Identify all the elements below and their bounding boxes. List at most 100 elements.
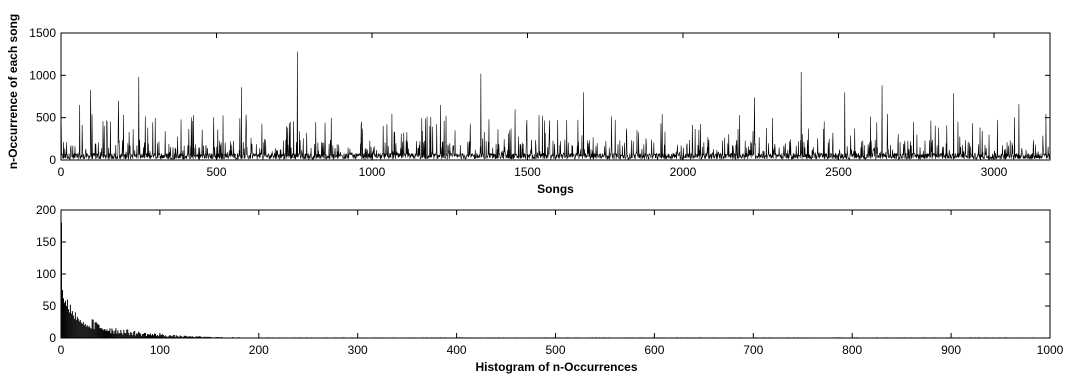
occurrence-series-layer — [60, 51, 1050, 161]
histogram-bar — [881, 337, 883, 338]
histogram-bar — [876, 337, 878, 338]
histogram-bar — [180, 336, 182, 338]
histogram-bar — [700, 337, 702, 338]
histogram-bar — [805, 337, 807, 338]
histogram-bar — [786, 337, 788, 338]
histogram-bar — [324, 337, 326, 338]
top-x-tick-label: 0 — [58, 165, 65, 179]
histogram-bar — [209, 336, 211, 338]
histogram-bar — [693, 337, 695, 338]
histogram-bar — [359, 337, 361, 338]
histogram-bar — [152, 335, 154, 338]
histogram-bar — [233, 337, 235, 338]
bottom-y-tick-label: 0 — [49, 331, 56, 345]
histogram-bar — [698, 337, 700, 338]
histogram-bar — [259, 337, 261, 338]
histogram-bar — [236, 337, 238, 338]
histogram-bar — [139, 332, 141, 338]
histogram-bar — [835, 337, 837, 338]
histogram-bar — [181, 336, 183, 338]
histogram-bar — [106, 329, 108, 338]
top-y-axis-label: n-Occurrence of each song — [6, 14, 20, 169]
histogram-bar — [163, 336, 165, 338]
histogram-bar — [168, 335, 170, 338]
histogram-bar — [788, 337, 790, 338]
bottom-x-tick-label: 1000 — [1037, 343, 1064, 357]
histogram-bar — [214, 337, 216, 338]
histogram-bar — [602, 337, 604, 338]
top-x-tick-label: 1500 — [514, 165, 541, 179]
histogram-bar — [109, 328, 111, 338]
bottom-x-tick-label: 200 — [249, 343, 269, 357]
histogram-bar — [86, 325, 88, 338]
histogram-bar — [198, 336, 200, 338]
histogram-bar — [74, 312, 76, 338]
histogram-bar — [566, 337, 568, 338]
histogram-bar — [924, 337, 926, 338]
histogram-bar — [271, 337, 273, 338]
histogram-bar — [422, 337, 424, 338]
histogram-bar — [174, 336, 176, 338]
histogram-bar — [529, 337, 531, 338]
histogram-bar — [81, 323, 83, 338]
histogram-bar — [592, 337, 594, 338]
histogram-bar — [215, 337, 217, 338]
histogram-bar — [985, 337, 987, 338]
histogram-bar — [136, 333, 138, 338]
histogram-bar — [949, 337, 951, 338]
histogram-bar — [124, 332, 126, 338]
histogram-bar — [72, 315, 74, 338]
histogram-bar — [793, 337, 795, 338]
histogram-bar — [194, 337, 196, 338]
histogram-bar — [173, 335, 175, 338]
histogram-bar — [917, 337, 919, 338]
histogram-bar — [351, 337, 353, 338]
bottom-x-axis-label: Histogram of n-Occurrences — [475, 360, 637, 374]
histogram-bar — [970, 337, 972, 338]
histogram-bar — [957, 337, 959, 338]
top-y-tick-label: 1500 — [29, 26, 56, 40]
histogram-bar — [239, 337, 241, 338]
histogram-bar — [435, 337, 437, 338]
histogram-bar — [85, 326, 87, 338]
histogram-bar — [997, 337, 999, 338]
histogram-bar — [897, 337, 899, 338]
histogram-bar — [460, 337, 462, 338]
histogram-bar — [300, 337, 302, 338]
histogram-bar — [76, 316, 78, 338]
histogram-bar — [797, 337, 799, 338]
histogram-bar — [306, 337, 308, 338]
histogram-bar — [931, 337, 933, 338]
histogram-bar — [762, 337, 764, 338]
histogram-bar — [342, 337, 344, 338]
histogram-bar — [697, 337, 699, 338]
bottom-x-tick-label: 400 — [447, 343, 467, 357]
histogram-bar — [590, 337, 592, 338]
histogram-bar — [219, 337, 221, 338]
histogram-bar — [225, 337, 227, 338]
bottom-x-tick-label: 100 — [150, 343, 170, 357]
histogram-bar — [778, 337, 780, 338]
histogram-bar — [883, 337, 885, 338]
histogram-bar — [221, 336, 223, 338]
histogram-bar — [171, 336, 173, 338]
histogram-bar — [552, 337, 554, 338]
histogram-bar — [116, 333, 118, 338]
histogram-bar — [365, 337, 367, 338]
histogram-bar — [65, 306, 67, 338]
histogram-bar — [228, 337, 230, 338]
histogram-bar — [341, 337, 343, 338]
histogram-bar — [83, 325, 85, 338]
histogram-bar — [294, 337, 296, 338]
histogram-bar — [663, 337, 665, 338]
histogram-bar — [143, 333, 145, 338]
histogram-bar — [839, 337, 841, 338]
histogram-bar — [203, 336, 205, 338]
histogram-bar — [132, 335, 134, 338]
histogram-bar — [145, 332, 147, 338]
histogram-bar — [99, 328, 101, 338]
histogram-bar — [118, 333, 120, 338]
histogram-bar — [61, 222, 62, 338]
histogram-bar — [840, 337, 842, 338]
